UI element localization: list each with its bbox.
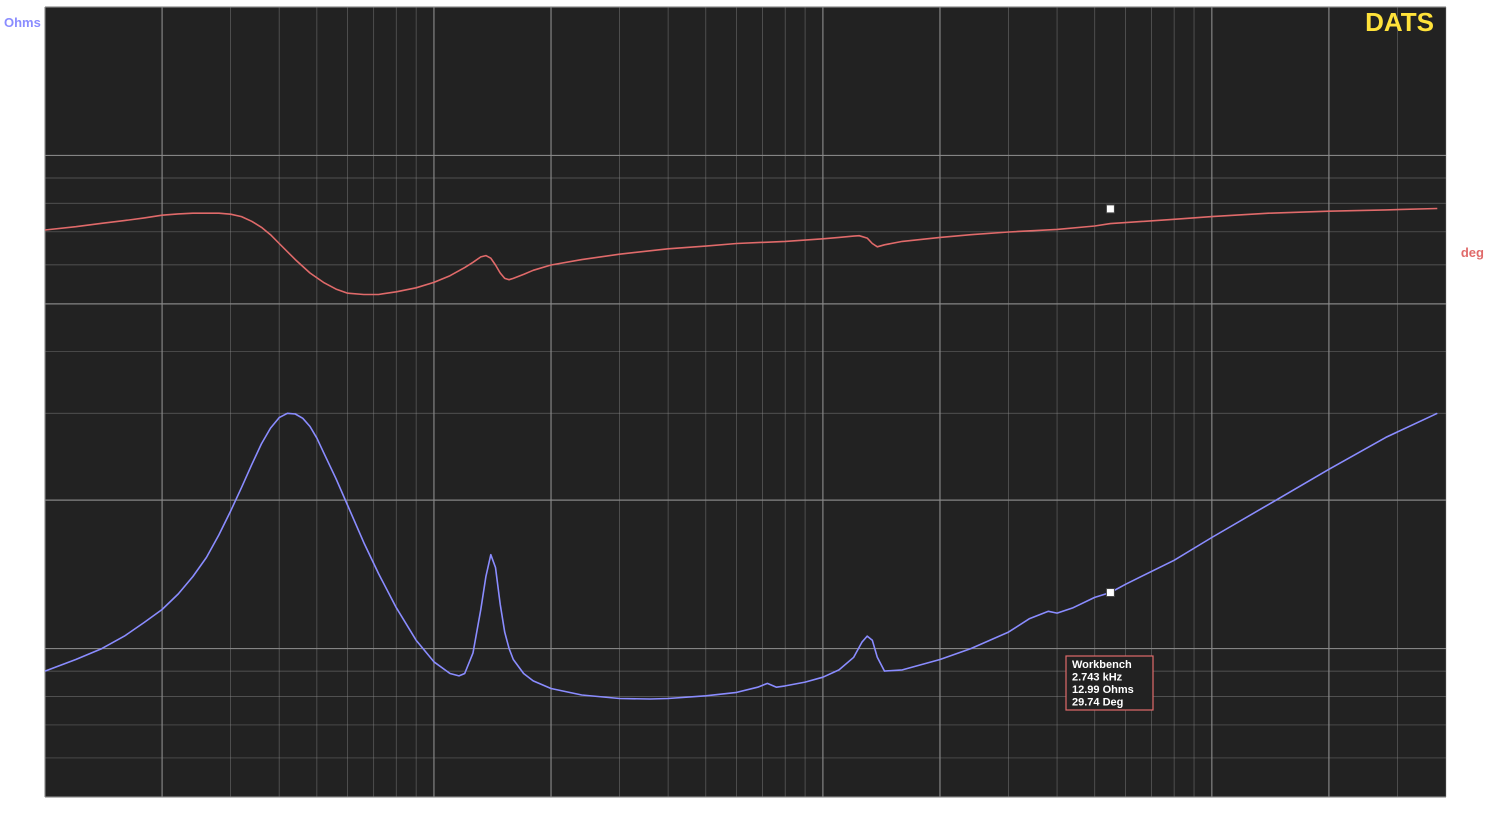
- y-left-tick-label: 100: [21, 148, 43, 163]
- x-tick-label: 50: [427, 803, 441, 818]
- cursor-readout-line: Workbench: [1072, 659, 1132, 671]
- y-left-tick-labels: 5 10 20 50 100 200: [21, 3, 43, 797]
- y-left-tick-label: 20: [29, 493, 43, 508]
- y-right-tick-label: -180°: [1452, 484, 1483, 499]
- x-tick-label: 200: [657, 803, 679, 818]
- cursor-readout-line: 2.743 kHz: [1072, 672, 1123, 684]
- x-tick-label: 5: [41, 803, 48, 818]
- cursor-readout-line: 29.74 Deg: [1072, 697, 1123, 709]
- x-tick-label: 10k: [1318, 803, 1340, 818]
- x-tick-label: 10: [155, 803, 169, 818]
- y-right-tick-label: 180°: [1452, 5, 1479, 20]
- y-left-tick-label: 200: [21, 3, 43, 18]
- y-right-tick-label: 90°: [1452, 121, 1472, 136]
- plot-background: [45, 7, 1446, 797]
- x-tick-labels: 5 10 20 50 100 200 500 1kHz 2k 5k 10k 20k: [41, 803, 1458, 818]
- x-tick-label: 100: [540, 803, 562, 818]
- x-tick-label: 2k: [1050, 803, 1065, 818]
- y-right-unit-label: deg: [1461, 245, 1484, 260]
- y-left-unit-label: Ohms: [4, 15, 41, 30]
- brand-logo-text: DATS: [1365, 7, 1434, 37]
- grid-lines: [44, 6, 1447, 798]
- x-tick-label: 5k: [1205, 803, 1220, 818]
- cursor-readout-line: 12.99 Ohms: [1072, 684, 1134, 696]
- x-tick-label: 500: [812, 803, 834, 818]
- y-right-zero-value: 0: [1450, 245, 1461, 260]
- phase-cursor-marker: [1105, 204, 1115, 214]
- x-tick-label: 1kHz: [925, 803, 956, 818]
- impedance-line: [44, 412, 1438, 700]
- x-tick-label: 20k: [1436, 803, 1458, 818]
- series-layer: [44, 207, 1438, 700]
- y-left-tick-label: 10: [29, 642, 43, 657]
- y-right-tick-labels: 180° 90° 0 deg -90° -180°: [1450, 5, 1484, 499]
- x-tick-label: 20: [272, 803, 286, 818]
- impedance-cursor-marker: [1105, 588, 1115, 598]
- y-right-tick-label: 0 deg: [1450, 245, 1484, 260]
- y-right-tick-label: -90°: [1452, 363, 1476, 378]
- y-left-tick-label: 50: [29, 297, 43, 312]
- y-left-tick-label: 5: [36, 782, 43, 797]
- phase-line: [44, 207, 1438, 296]
- cursor-readout-box: [1065, 655, 1154, 711]
